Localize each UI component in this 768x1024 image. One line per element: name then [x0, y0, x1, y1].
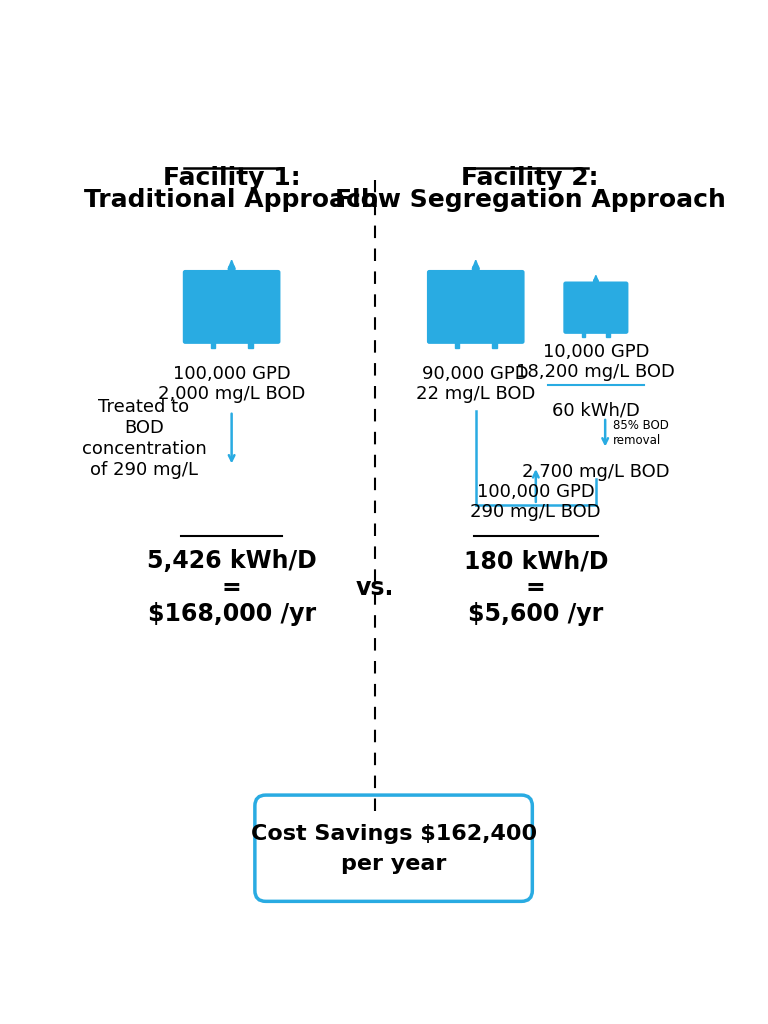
Text: 290 mg/L BOD: 290 mg/L BOD	[471, 503, 601, 521]
Bar	[455, 342, 459, 348]
Ellipse shape	[472, 265, 479, 273]
Text: Treated to
BOD
concentration
of 290 mg/L: Treated to BOD concentration of 290 mg/L	[81, 398, 207, 479]
Polygon shape	[594, 275, 598, 282]
Bar	[210, 342, 215, 348]
Bar	[607, 332, 610, 337]
Text: 18,200 mg/L BOD: 18,200 mg/L BOD	[516, 364, 675, 381]
Text: 5,426 kWh/D: 5,426 kWh/D	[147, 550, 316, 573]
Text: 22 mg/L BOD: 22 mg/L BOD	[416, 385, 535, 402]
Text: 60 kWh/D: 60 kWh/D	[552, 401, 640, 420]
Polygon shape	[228, 260, 235, 269]
Bar	[492, 342, 497, 348]
Ellipse shape	[228, 265, 235, 273]
Text: =: =	[526, 575, 546, 600]
Text: Facility 1:: Facility 1:	[163, 166, 300, 190]
Text: vs.: vs.	[356, 575, 394, 600]
Polygon shape	[472, 260, 479, 269]
Text: 90,000 GPD: 90,000 GPD	[422, 365, 529, 383]
Text: 100,000 GPD: 100,000 GPD	[477, 483, 594, 501]
Bar	[248, 342, 253, 348]
Ellipse shape	[594, 279, 598, 285]
Text: 2,000 mg/L BOD: 2,000 mg/L BOD	[158, 385, 306, 402]
Text: per year: per year	[341, 854, 446, 873]
Text: Facility 2:: Facility 2:	[462, 166, 599, 190]
Text: 2,700 mg/L BOD: 2,700 mg/L BOD	[522, 463, 670, 481]
Text: Traditional Approach: Traditional Approach	[84, 187, 379, 212]
Text: 10,000 GPD: 10,000 GPD	[543, 343, 649, 361]
Text: 100,000 GPD: 100,000 GPD	[173, 365, 290, 383]
Text: Cost Savings $162,400: Cost Savings $162,400	[250, 824, 537, 845]
Text: =: =	[222, 575, 241, 600]
Text: 85% BOD
removal: 85% BOD removal	[613, 419, 669, 447]
Text: Flow Segregation Approach: Flow Segregation Approach	[335, 187, 726, 212]
Text: $5,600 /yr: $5,600 /yr	[468, 602, 604, 626]
Text: 180 kWh/D: 180 kWh/D	[464, 550, 608, 573]
FancyBboxPatch shape	[427, 270, 525, 344]
Bar	[582, 332, 585, 337]
FancyBboxPatch shape	[183, 270, 280, 344]
Text: $168,000 /yr: $168,000 /yr	[147, 602, 316, 626]
FancyBboxPatch shape	[563, 282, 628, 334]
FancyBboxPatch shape	[255, 795, 532, 901]
